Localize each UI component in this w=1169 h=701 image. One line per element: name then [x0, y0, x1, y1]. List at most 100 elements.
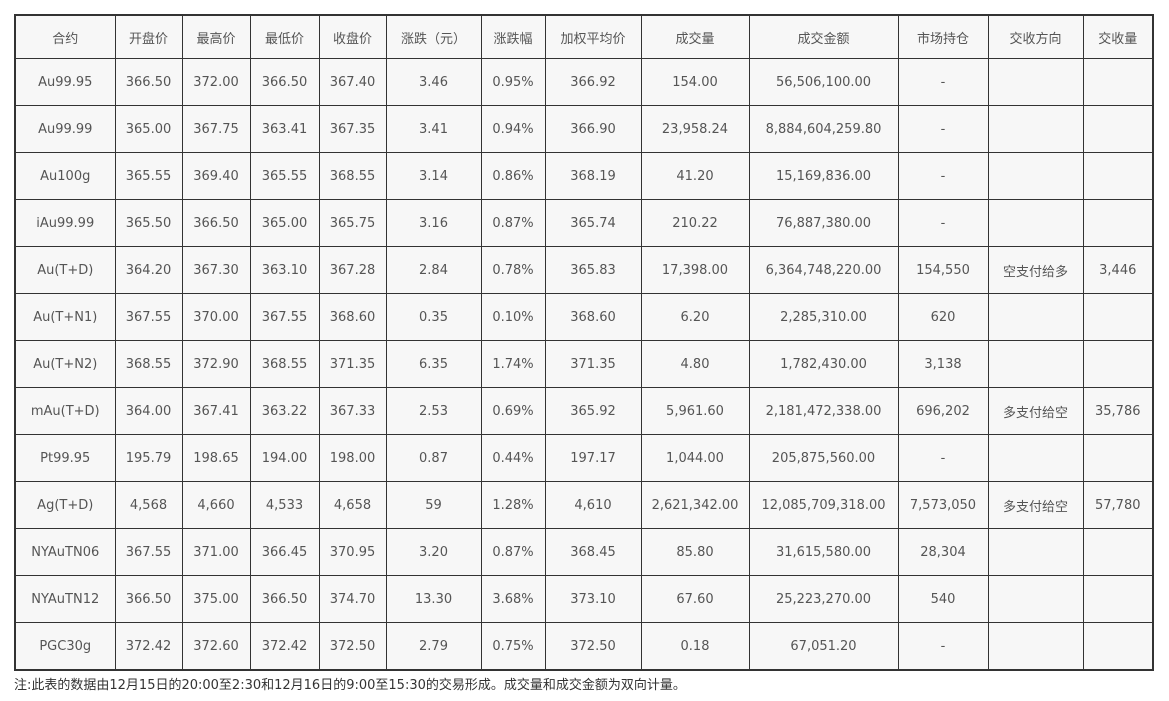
table-cell: 28,304 — [897, 528, 989, 576]
table-cell: 368.19 — [544, 152, 642, 200]
table-cell: Pt99.95 — [14, 434, 116, 482]
table-cell: 6.20 — [640, 293, 750, 341]
table-cell: 368.60 — [544, 293, 642, 341]
table-cell: 363.10 — [249, 246, 320, 294]
table-cell: 4.80 — [640, 340, 750, 388]
column-header: 最高价 — [181, 14, 251, 59]
table-cell: 365.83 — [544, 246, 642, 294]
table-cell: 375.00 — [181, 575, 251, 623]
table-cell: PGC30g — [14, 622, 116, 671]
table-cell: 2,621,342.00 — [640, 481, 750, 529]
column-header: 市场持仓 — [897, 14, 989, 59]
table-cell: 0.44% — [480, 434, 546, 482]
table-cell: 6,364,748,220.00 — [748, 246, 899, 294]
table-cell: 367.35 — [318, 105, 387, 153]
table-cell: 6.35 — [385, 340, 482, 388]
table-cell: 4,610 — [544, 481, 642, 529]
table-cell: 2,181,472,338.00 — [748, 387, 899, 435]
table-cell: 1,782,430.00 — [748, 340, 899, 388]
table-cell: 366.90 — [544, 105, 642, 153]
table-cell: 2.84 — [385, 246, 482, 294]
table-cell — [987, 340, 1084, 388]
table-cell: iAu99.99 — [14, 199, 116, 247]
table-cell: 367.55 — [114, 293, 183, 341]
table-cell: 0.35 — [385, 293, 482, 341]
table-row: Au(T+N1) 367.55 370.00 367.55 368.60 0.35 0.10… — [14, 293, 1154, 341]
table-cell: 366.45 — [249, 528, 320, 576]
column-header: 收盘价 — [318, 14, 387, 59]
table-cell: 3.20 — [385, 528, 482, 576]
table-row: mAu(T+D) 364.00 367.41 363.22 367.33 2.53 0.69… — [14, 387, 1154, 435]
table-cell: 371.35 — [318, 340, 387, 388]
table-cell: 372.00 — [181, 58, 251, 106]
table-cell: 4,568 — [114, 481, 183, 529]
table-row: Au99.99 365.00 367.75 363.41 367.35 3.41 0.94%… — [14, 105, 1154, 153]
table-cell: 363.41 — [249, 105, 320, 153]
table-cell: NYAuTN12 — [14, 575, 116, 623]
table-cell — [1082, 199, 1154, 247]
table-cell: 0.95% — [480, 58, 546, 106]
trading-data-table: 合约 开盘价 最高价 最低价 收盘价 涨跌（元） 涨跌幅 加权平均价 成交量 成交金额 市场持仓 交收… — [14, 14, 1154, 671]
table-cell — [1082, 528, 1154, 576]
table-cell: 0.18 — [640, 622, 750, 671]
table-cell: 85.80 — [640, 528, 750, 576]
table-cell: 368.55 — [318, 152, 387, 200]
table-cell: 372.90 — [181, 340, 251, 388]
table-cell: 3.68% — [480, 575, 546, 623]
table-cell: 67.60 — [640, 575, 750, 623]
table-cell — [1082, 575, 1154, 623]
table-cell — [987, 199, 1084, 247]
table-cell: Au99.99 — [14, 105, 116, 153]
column-header: 涨跌（元） — [385, 14, 482, 59]
table-cell: mAu(T+D) — [14, 387, 116, 435]
table-cell: 0.75% — [480, 622, 546, 671]
table-cell: 13.30 — [385, 575, 482, 623]
table-cell: 372.42 — [114, 622, 183, 671]
table-cell: 1.28% — [480, 481, 546, 529]
table-cell: 367.30 — [181, 246, 251, 294]
table-row: Ag(T+D) 4,568 4,660 4,533 4,658 59 1.28% 4,610 2… — [14, 481, 1154, 529]
table-cell: 365.75 — [318, 199, 387, 247]
table-cell: 3.16 — [385, 199, 482, 247]
table-cell: 0.87% — [480, 528, 546, 576]
table-cell: 多支付给空 — [987, 387, 1084, 435]
table-cell: 210.22 — [640, 199, 750, 247]
table-cell: 5,961.60 — [640, 387, 750, 435]
table-cell — [987, 152, 1084, 200]
table-cell: - — [897, 105, 989, 153]
table-row: NYAuTN12 366.50 375.00 366.50 374.70 13.30 3.6… — [14, 575, 1154, 623]
table-row: PGC30g 372.42 372.60 372.42 372.50 2.79 0.75% 3… — [14, 622, 1154, 671]
table-cell: 3,446 — [1082, 246, 1154, 294]
table-cell: 195.79 — [114, 434, 183, 482]
column-header: 加权平均价 — [544, 14, 642, 59]
table-cell: 367.40 — [318, 58, 387, 106]
column-header: 涨跌幅 — [480, 14, 546, 59]
table-cell: 372.50 — [544, 622, 642, 671]
table-cell — [1082, 622, 1154, 671]
column-header: 成交金额 — [748, 14, 899, 59]
table-cell — [1082, 152, 1154, 200]
table-cell — [987, 105, 1084, 153]
table-cell: 696,202 — [897, 387, 989, 435]
table-cell: 198.65 — [181, 434, 251, 482]
table-row: NYAuTN06 367.55 371.00 366.45 370.95 3.20 0.87… — [14, 528, 1154, 576]
table-cell: Au100g — [14, 152, 116, 200]
table-cell: 366.50 — [181, 199, 251, 247]
table-cell: 366.50 — [114, 575, 183, 623]
table-row: Pt99.95 195.79 198.65 194.00 198.00 0.87 0.44%… — [14, 434, 1154, 482]
table-cell: 154,550 — [897, 246, 989, 294]
table-cell: 7,573,050 — [897, 481, 989, 529]
table-cell: Au(T+N2) — [14, 340, 116, 388]
table-cell: 0.78% — [480, 246, 546, 294]
table-cell: 0.94% — [480, 105, 546, 153]
table-cell: 365.55 — [249, 152, 320, 200]
table-cell: 366.50 — [249, 575, 320, 623]
table-cell — [1082, 340, 1154, 388]
table-cell: 370.00 — [181, 293, 251, 341]
column-header: 交收量 — [1082, 14, 1154, 59]
table-cell: 368.60 — [318, 293, 387, 341]
table-cell — [987, 58, 1084, 106]
table-row: Au100g 365.55 369.40 365.55 368.55 3.14 0.86% 3… — [14, 152, 1154, 200]
table-cell: 365.92 — [544, 387, 642, 435]
table-cell: 367.55 — [114, 528, 183, 576]
